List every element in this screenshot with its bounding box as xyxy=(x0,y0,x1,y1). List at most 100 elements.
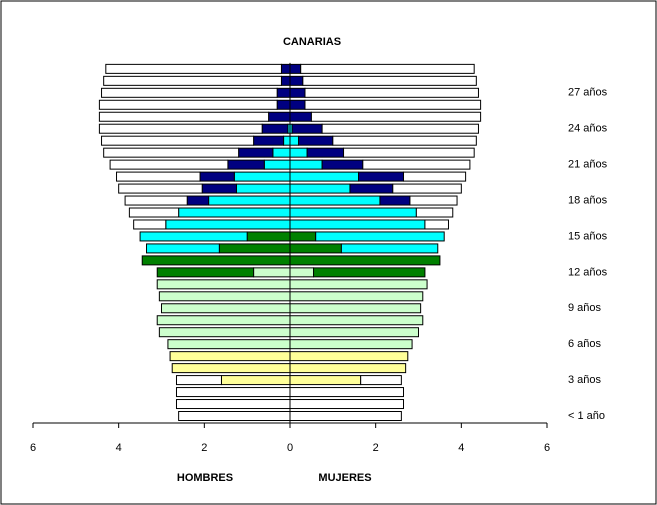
bar-segment xyxy=(289,327,419,338)
bar-segment xyxy=(349,183,394,194)
bar-segment xyxy=(128,207,180,218)
bar-segment xyxy=(98,111,270,122)
bar-segment xyxy=(289,267,315,278)
bar-segment xyxy=(289,147,308,158)
bar-segment xyxy=(289,231,317,242)
bar-segment xyxy=(289,99,306,110)
bar-segment xyxy=(253,267,291,278)
bar-segment xyxy=(167,339,291,350)
age-label: 27 años xyxy=(568,87,608,99)
bar-segment xyxy=(103,147,240,158)
bar-segment xyxy=(424,219,449,230)
bar-segment xyxy=(289,63,302,74)
bar-segment xyxy=(289,399,405,410)
bar-segment xyxy=(362,159,471,170)
age-label: 24 años xyxy=(568,123,608,135)
bar-segment xyxy=(291,123,323,134)
bar-segment xyxy=(253,135,285,146)
bar-segment xyxy=(403,171,467,182)
bar-segment xyxy=(280,75,291,86)
bar-segment xyxy=(289,243,342,254)
bar-segment xyxy=(175,387,291,398)
bar-segment xyxy=(175,375,222,386)
bar-segment xyxy=(169,351,291,362)
bar-segment xyxy=(313,267,426,278)
x-tick-label: 0 xyxy=(287,442,293,454)
bar-segment xyxy=(238,147,274,158)
bar-segment xyxy=(156,267,255,278)
bar-segment xyxy=(289,183,351,194)
bar-segment xyxy=(186,195,210,206)
bar-segment xyxy=(310,111,482,122)
bar-segment xyxy=(289,387,405,398)
age-label: 21 años xyxy=(568,159,608,171)
x-tick-label: 4 xyxy=(458,442,464,454)
bar-segment xyxy=(276,87,291,98)
bar-segment xyxy=(156,315,291,326)
bar-segment xyxy=(300,63,475,74)
bar-segment xyxy=(360,375,402,386)
bar-segment xyxy=(276,99,291,110)
bar-segment xyxy=(289,411,402,421)
left-label: HOMBRES xyxy=(177,472,233,484)
bar-segment xyxy=(315,231,445,242)
bar-segment xyxy=(199,171,235,182)
bar-segment xyxy=(289,375,362,386)
right-label: MUJERES xyxy=(318,472,371,484)
age-label: 18 años xyxy=(568,194,608,206)
bar-segment xyxy=(302,75,477,86)
bar-segment xyxy=(263,159,291,170)
bar-segment xyxy=(289,279,428,290)
bar-segment xyxy=(141,255,291,266)
age-label: 12 años xyxy=(568,266,608,278)
bar-segment xyxy=(146,243,220,254)
bar-segment xyxy=(246,231,291,242)
bar-segment xyxy=(101,87,278,98)
bar-segment xyxy=(392,183,462,194)
bar-segment xyxy=(139,231,248,242)
bar-segment xyxy=(289,159,323,170)
bar-segment xyxy=(109,159,229,170)
bar-segment xyxy=(235,183,291,194)
bar-segment xyxy=(289,255,441,266)
age-label: 3 años xyxy=(568,374,602,386)
bar-segment xyxy=(165,219,291,230)
bar-segment xyxy=(261,123,289,134)
bar-segment xyxy=(289,303,422,314)
age-label: 15 años xyxy=(568,230,608,242)
bar-segment xyxy=(218,243,291,254)
bar-segment xyxy=(171,363,291,374)
bar-segment xyxy=(98,123,263,134)
x-tick-label: 4 xyxy=(116,442,122,454)
bar-segment xyxy=(304,87,479,98)
x-tick-label: 6 xyxy=(544,442,550,454)
bar-segment xyxy=(289,351,409,362)
bar-segment xyxy=(161,303,291,314)
age-label: < 1 año xyxy=(568,410,605,422)
bar-segment xyxy=(289,171,360,182)
bar-segment xyxy=(343,147,475,158)
bar-segment xyxy=(332,135,477,146)
bar-segment xyxy=(289,87,306,98)
bar-segment xyxy=(289,339,413,350)
bar-segment xyxy=(220,375,291,386)
bar-segment xyxy=(268,111,291,122)
bar-segment xyxy=(306,147,345,158)
bar-segment xyxy=(227,159,265,170)
bar-segment xyxy=(178,411,291,421)
bar-segment xyxy=(208,195,291,206)
bar-segment xyxy=(233,171,291,182)
bar-segment xyxy=(289,75,304,86)
x-tick-label: 2 xyxy=(373,442,379,454)
chart-title: CANARIAS xyxy=(283,36,341,48)
bar-segment xyxy=(289,363,407,374)
x-tick-label: 2 xyxy=(201,442,207,454)
bar-segment xyxy=(201,183,237,194)
bar-segment xyxy=(340,243,439,254)
x-tick-label: 6 xyxy=(30,442,36,454)
bar-segment xyxy=(98,99,278,110)
bar-segment xyxy=(156,279,291,290)
bar-segment xyxy=(118,183,203,194)
age-label: 9 años xyxy=(568,302,602,314)
bar-segment xyxy=(158,291,291,302)
